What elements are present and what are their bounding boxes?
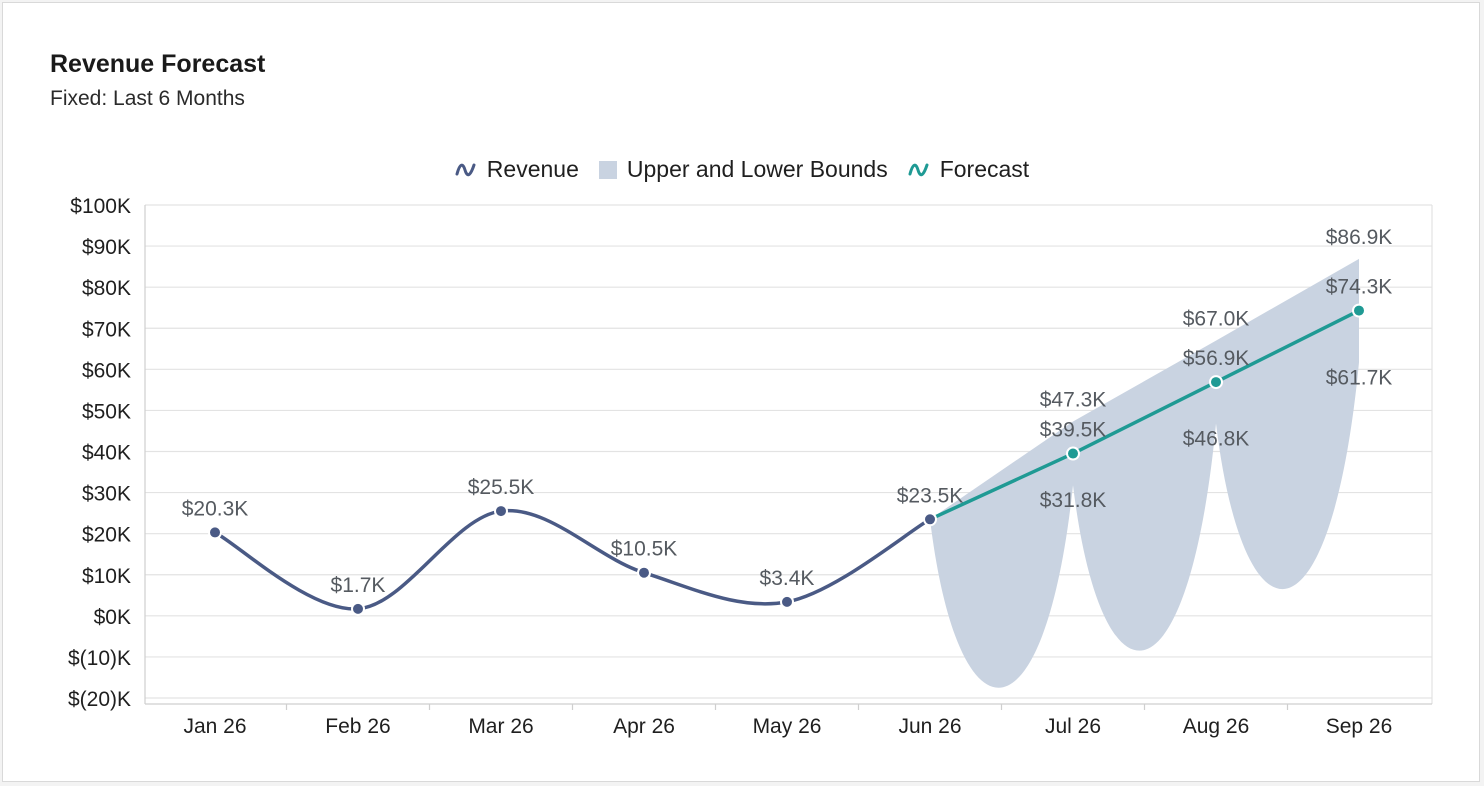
x-tick-label: Apr 26	[613, 715, 675, 738]
revenue-point	[923, 512, 937, 527]
x-tick-label: Jul 26	[1045, 715, 1101, 738]
forecast-line	[928, 308, 1361, 522]
y-tick-label: $40K	[82, 442, 131, 465]
forecast-point	[1209, 375, 1223, 390]
legend-label-bounds: Upper and Lower Bounds	[626, 156, 888, 182]
revenue-data-label: $20.3K	[182, 497, 249, 520]
revenue-point	[208, 525, 222, 540]
legend-label-revenue: Revenue	[486, 156, 579, 182]
line-series-icon	[455, 163, 476, 176]
x-tick-label: Jun 26	[898, 715, 961, 738]
y-tick-label: $80K	[82, 277, 131, 300]
y-tick-label: $90K	[82, 236, 131, 259]
upper-bound-label: $86.9K	[1326, 226, 1393, 249]
chart-title: Revenue Forecast	[50, 50, 266, 78]
revenue-point	[780, 594, 794, 609]
line-series-icon	[908, 163, 929, 176]
revenue-point	[351, 601, 365, 616]
revenue-data-label: $10.5K	[611, 538, 678, 561]
x-tick-label: Mar 26	[468, 715, 533, 738]
revenue-data-label: $25.5K	[468, 476, 535, 499]
y-tick-label: $100K	[70, 195, 131, 218]
revenue-point	[637, 565, 651, 580]
x-tick-label: May 26	[753, 715, 822, 738]
x-tick-label: Feb 26	[325, 715, 390, 738]
forecast-data-label: $39.5K	[1040, 419, 1107, 442]
lower-bound-label: $31.8K	[1040, 489, 1107, 512]
chart-legend: Revenue Upper and Lower Bounds Forecast	[0, 156, 1484, 183]
y-tick-label: $(20)K	[68, 688, 131, 711]
y-tick-label: $50K	[82, 400, 131, 423]
x-tick-label: Sep 26	[1326, 715, 1393, 738]
chart-subtitle: Fixed: Last 6 Months	[50, 87, 245, 110]
revenue-data-label: $3.4K	[760, 567, 815, 590]
legend-item-forecast[interactable]: Forecast	[908, 156, 1029, 183]
forecast-data-label: $56.9K	[1183, 347, 1250, 370]
area-swatch-icon	[598, 160, 617, 179]
forecast-data-label: $74.3K	[1326, 276, 1393, 299]
y-tick-label: $0K	[94, 606, 131, 629]
lower-bound-label: $46.8K	[1183, 428, 1250, 451]
revenue-line	[213, 508, 932, 611]
legend-item-bounds[interactable]: Upper and Lower Bounds	[598, 156, 888, 183]
y-tick-label: $60K	[82, 359, 131, 382]
upper-bound-label: $47.3K	[1040, 389, 1107, 412]
lower-bound-label: $61.7K	[1326, 366, 1393, 389]
legend-label-forecast: Forecast	[939, 156, 1030, 182]
forecast-point	[1352, 303, 1366, 318]
x-tick-label: Jan 26	[183, 715, 246, 738]
y-tick-label: $(10)K	[68, 647, 131, 670]
revenue-data-label: $23.5K	[897, 484, 964, 507]
y-tick-label: $20K	[82, 524, 131, 547]
y-tick-label: $30K	[82, 483, 131, 506]
legend-item-revenue[interactable]: Revenue	[455, 156, 579, 183]
revenue-point	[494, 504, 508, 519]
x-tick-label: Aug 26	[1183, 715, 1250, 738]
y-tick-label: $10K	[82, 565, 131, 588]
forecast-point	[1066, 446, 1080, 461]
y-tick-label: $70K	[82, 318, 131, 341]
bounds-area	[930, 258, 1359, 688]
upper-bound-label: $67.0K	[1183, 308, 1250, 331]
revenue-data-label: $1.7K	[331, 574, 386, 597]
